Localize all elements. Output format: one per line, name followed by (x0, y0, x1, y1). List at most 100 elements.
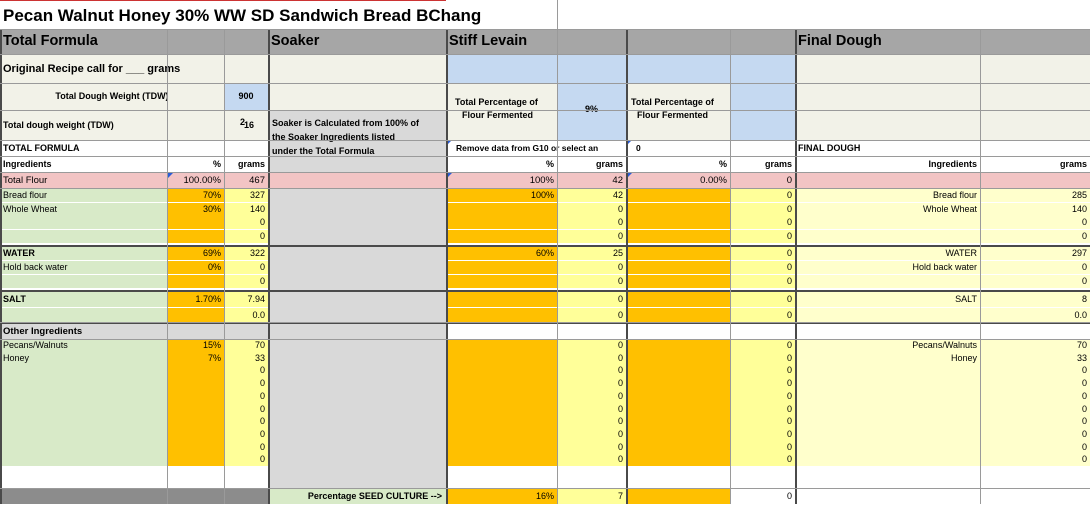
blank-pct[interactable] (626, 308, 730, 323)
ingredient-label[interactable]: WATER (0, 247, 167, 260)
levain-grams[interactable]: 0 (557, 261, 626, 274)
other-header-blank[interactable] (446, 324, 1090, 339)
col-blank-grams[interactable]: grams (764, 159, 792, 169)
blank-pct[interactable] (626, 261, 730, 274)
seed-pct[interactable]: 16% (446, 488, 557, 504)
blank-pct[interactable] (626, 453, 730, 467)
ingredient-grams[interactable]: 327 (224, 189, 268, 202)
blank-grams[interactable]: 0 (730, 377, 795, 391)
blank-pct[interactable] (626, 229, 730, 243)
ingredient-grams[interactable]: 0 (224, 402, 268, 416)
final-grams[interactable]: 0 (980, 440, 1090, 454)
seed-grams[interactable]: 7 (557, 488, 626, 504)
seed-extra-grams[interactable]: 0 (730, 488, 795, 504)
ingredient-pct[interactable] (167, 415, 224, 429)
seed-final-blank[interactable] (795, 488, 1090, 504)
final-grams[interactable]: 0 (980, 402, 1090, 416)
tdw-value[interactable]: 900 (238, 91, 254, 101)
ingredient-pct[interactable] (167, 453, 224, 467)
final-dough-header[interactable]: FINAL DOUGH (795, 140, 1090, 156)
blank-grams[interactable]: 0 (730, 202, 795, 216)
ingredient-grams[interactable]: 70 (224, 339, 268, 352)
blank-pct[interactable] (626, 427, 730, 441)
total-flour-soaker[interactable] (268, 173, 446, 188)
final-ingredient[interactable] (795, 440, 980, 454)
final-ingredient[interactable] (795, 453, 980, 467)
ingredient-grams[interactable]: 0 (224, 261, 268, 274)
total-flour-label[interactable]: Total Flour (0, 173, 167, 188)
ingredient-pct[interactable]: 0% (167, 261, 224, 274)
ingredient-grams[interactable]: 0 (224, 415, 268, 429)
seed-left-blank[interactable] (0, 488, 268, 504)
levain-grams[interactable]: 0 (557, 339, 626, 352)
final-grams[interactable]: 0.0 (980, 308, 1090, 323)
final-grams[interactable]: 0 (980, 453, 1090, 467)
blank-top-cell[interactable] (626, 55, 795, 83)
ingredient-label[interactable] (0, 427, 167, 441)
blank-pct[interactable] (626, 440, 730, 454)
levain-pct[interactable] (446, 351, 557, 365)
blank-pct-label-bg[interactable] (626, 83, 730, 140)
other-ingredients-header[interactable]: Other Ingredients (0, 324, 268, 339)
col-levain-pct[interactable]: % (545, 159, 554, 169)
blank-pct[interactable] (626, 364, 730, 378)
soaker-top-cell[interactable] (268, 55, 446, 83)
total-flour-pct[interactable]: 100.00% (167, 173, 224, 188)
levain-grams[interactable]: 0 (557, 402, 626, 416)
final-ingredient[interactable]: Honey (795, 351, 980, 365)
final-ingredient[interactable] (795, 229, 980, 243)
levain-pct[interactable] (446, 402, 557, 416)
blank-pct[interactable] (626, 339, 730, 352)
levain-grams[interactable]: 0 (557, 308, 626, 323)
soaker-cell-2[interactable] (268, 83, 446, 110)
tdw-value-bg[interactable] (224, 83, 268, 110)
levain-pct[interactable] (446, 308, 557, 323)
levain-pct[interactable]: 60% (446, 247, 557, 260)
blank-pct[interactable] (626, 202, 730, 216)
seed-blank-pct[interactable] (626, 488, 730, 504)
blank-pct[interactable] (626, 216, 730, 229)
ingredient-label[interactable] (0, 377, 167, 391)
original-recipe-label[interactable]: Original Recipe call for ___ grams (0, 55, 268, 83)
ingredient-grams[interactable]: 7.94 (224, 292, 268, 307)
blank-pct[interactable] (626, 189, 730, 202)
ingredient-label[interactable]: SALT (0, 292, 167, 307)
ingredient-pct[interactable]: 15% (167, 339, 224, 352)
ingredient-pct[interactable]: 7% (167, 351, 224, 365)
blank-grams[interactable]: 0 (730, 351, 795, 365)
levain-grams[interactable]: 0 (557, 415, 626, 429)
blank-grams[interactable]: 0 (730, 308, 795, 323)
levain-grams[interactable]: 0 (557, 275, 626, 288)
ingredient-pct[interactable] (167, 229, 224, 243)
blank-grams[interactable]: 0 (730, 247, 795, 260)
ingredient-pct[interactable] (167, 427, 224, 441)
levain-pct-label-bg[interactable] (446, 83, 557, 140)
col-grams[interactable]: grams (237, 159, 265, 169)
levain-pct[interactable] (446, 440, 557, 454)
ingredient-pct[interactable] (167, 308, 224, 323)
levain-grams[interactable]: 0 (557, 216, 626, 229)
tdw2-label[interactable]: Total dough weight (TDW) (0, 110, 224, 140)
levain-pct[interactable] (446, 339, 557, 352)
ingredient-pct[interactable] (167, 402, 224, 416)
final-grams[interactable]: 0 (980, 229, 1090, 243)
col-final-ingredients[interactable]: Ingredients (928, 159, 977, 169)
blank-pct-value-bg[interactable] (730, 83, 795, 140)
ingredient-label[interactable]: Pecans/Walnuts (0, 339, 167, 352)
blank-pct[interactable] (626, 351, 730, 365)
ingredient-pct[interactable] (167, 275, 224, 288)
blank-grams[interactable]: 0 (730, 216, 795, 229)
col-pct[interactable]: % (212, 159, 221, 169)
total-formula-header[interactable]: TOTAL FORMULA (0, 140, 268, 156)
col-blank-pct[interactable]: % (718, 159, 727, 169)
levain-grams[interactable]: 0 (557, 453, 626, 467)
levain-pct[interactable] (446, 389, 557, 403)
blank-grams[interactable]: 0 (730, 389, 795, 403)
total-flour-final[interactable] (795, 173, 1090, 188)
levain-pct[interactable] (446, 292, 557, 307)
final-ingredient[interactable]: WATER (795, 247, 980, 260)
remove-note[interactable]: Remove data from G10 or select an (446, 140, 626, 156)
blank-pct[interactable] (626, 389, 730, 403)
blank-grams[interactable]: 0 (730, 275, 795, 288)
final-grams[interactable]: 297 (980, 247, 1090, 260)
